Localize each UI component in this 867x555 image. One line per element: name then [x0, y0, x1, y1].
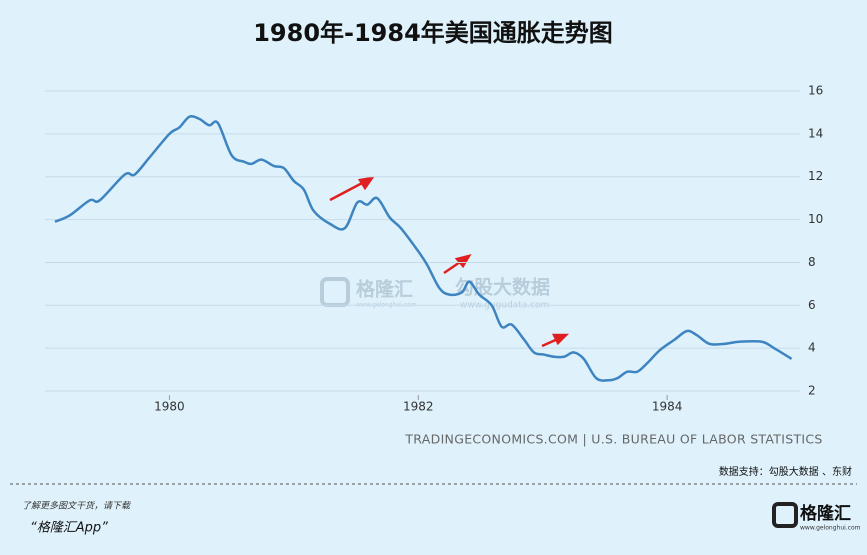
y-tick-label: 10: [808, 212, 823, 226]
x-tick-label: 1984: [652, 400, 683, 414]
arrows: [329, 176, 570, 348]
arrow: [329, 179, 367, 202]
watermark-icon: [320, 277, 350, 307]
footer-app: “格隆汇App”: [30, 521, 108, 536]
arrow-head: [357, 176, 375, 191]
x-tick-label: 1982: [403, 400, 434, 414]
footer-note: 了解更多图文干货，请下载: [22, 501, 131, 512]
y-tick-label: 2: [808, 384, 816, 398]
y-tick-label: 12: [808, 169, 823, 183]
logo: 格隆汇: [800, 503, 851, 524]
y-tick-label: 8: [808, 255, 816, 269]
y-tick-label: 4: [808, 341, 816, 355]
logo-url: www.gelonghui.com: [800, 525, 861, 532]
watermark-text: 勾股大数据: [455, 276, 550, 299]
y-tick-label: 6: [808, 298, 816, 312]
y-tick-label: 16: [808, 84, 823, 98]
watermark-text: 格隆汇: [356, 278, 413, 301]
arrow-head: [551, 333, 570, 346]
x-tick-label: 1980: [154, 400, 185, 414]
source: TRADINGECONOMICS.COM | U.S. BUREAU OF LA…: [404, 432, 822, 447]
arrow-head: [454, 254, 472, 269]
line: [54, 115, 793, 382]
chart-title: 1980年-1984年美国通胀走势图: [253, 19, 613, 47]
data-support: 数据支持：勾股大数据 、东财: [719, 465, 852, 478]
y-tick-label: 14: [808, 126, 823, 140]
logo-icon: [772, 502, 798, 528]
